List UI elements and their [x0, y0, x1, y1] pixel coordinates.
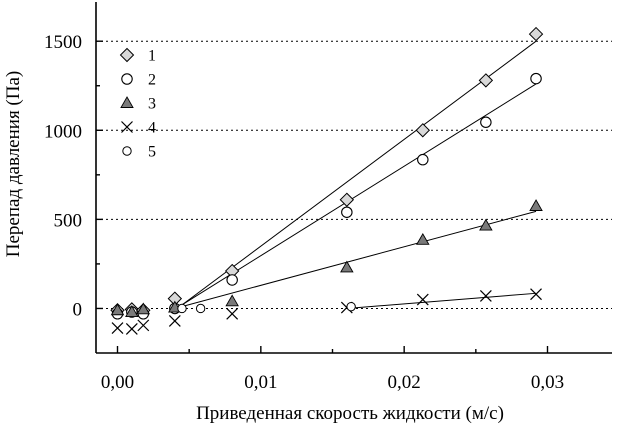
point-series-1-7	[478, 73, 494, 88]
point-series-1-8	[528, 26, 544, 42]
fit-line-series-1	[174, 40, 537, 311]
point-series-5-0	[177, 303, 187, 314]
x-tick-label-3: 0,03	[531, 372, 564, 393]
x-tick-label-2: 0,02	[388, 372, 421, 393]
legend-marker-1	[119, 47, 135, 63]
x-tick-label-1: 0,01	[244, 372, 277, 393]
point-series-3-2	[136, 302, 151, 315]
axes-layer: 0 500 1000 1500 0,00 0,01 0,02 0,03	[44, 2, 612, 393]
point-series-2-5	[341, 206, 353, 218]
y-tick-label-1: 500	[54, 210, 83, 231]
point-series-5-1	[195, 303, 206, 314]
point-series-3-5	[340, 260, 354, 273]
fit-line-series-4	[346, 292, 537, 309]
x-axis-title: Приведенная скорость жидкости (м/с)	[196, 403, 504, 424]
point-series-3-6	[416, 232, 430, 245]
markers-layer	[110, 26, 544, 335]
point-series-3-0	[110, 303, 125, 316]
point-series-3-8	[529, 199, 543, 211]
point-series-3-4	[225, 294, 239, 307]
legend-label-3: 3	[148, 96, 156, 113]
legend-label-4: 4	[148, 120, 156, 137]
point-series-1-6	[415, 123, 431, 138]
y-axis-title: Перепад давления (Па)	[3, 71, 24, 257]
point-series-4-0	[111, 322, 124, 334]
legend-marker-2	[121, 73, 133, 85]
point-series-3-1	[125, 305, 139, 317]
x-tick-label-0: 0,00	[101, 372, 134, 393]
point-series-5-2	[346, 301, 356, 312]
fit-line-series-3	[174, 210, 537, 309]
legend-label-5: 5	[148, 144, 156, 161]
legend: 1 2 3 4 5	[119, 47, 156, 161]
point-series-2-6	[417, 153, 429, 166]
point-series-4-4	[226, 307, 239, 320]
y-tick-label-3: 1500	[44, 32, 82, 53]
y-tick-label-2: 1000	[44, 121, 82, 142]
legend-label-2: 2	[148, 72, 156, 89]
point-series-3-7	[479, 218, 493, 231]
point-series-4-6	[416, 293, 429, 306]
point-series-4-1	[125, 323, 138, 335]
legend-marker-4	[121, 121, 133, 133]
point-series-4-3	[168, 315, 181, 327]
point-series-4-8	[530, 288, 542, 301]
point-series-2-4	[226, 274, 238, 286]
legend-marker-3	[120, 96, 134, 108]
point-series-4-7	[479, 290, 492, 302]
point-series-1-5	[339, 192, 355, 207]
point-series-2-8	[530, 72, 542, 85]
legend-label-1: 1	[148, 48, 156, 65]
point-series-4-2	[137, 319, 150, 332]
y-tick-label-0: 0	[73, 299, 83, 320]
point-series-2-7	[480, 116, 492, 129]
legend-marker-5	[122, 146, 132, 156]
